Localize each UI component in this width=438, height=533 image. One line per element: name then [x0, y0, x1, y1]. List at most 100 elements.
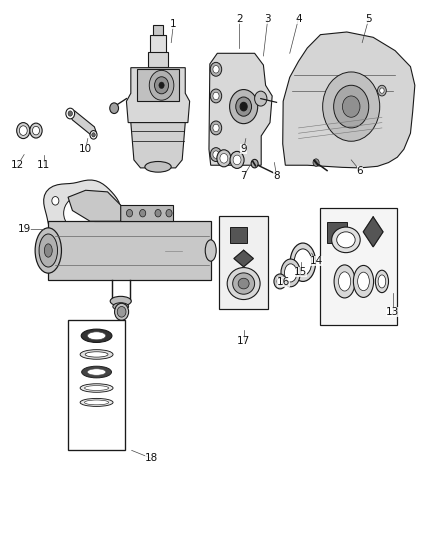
Circle shape — [19, 126, 27, 135]
Ellipse shape — [44, 244, 52, 257]
Circle shape — [90, 131, 97, 139]
Ellipse shape — [336, 232, 354, 248]
Circle shape — [312, 159, 318, 166]
Ellipse shape — [110, 296, 131, 306]
Circle shape — [155, 209, 161, 217]
Text: 8: 8 — [272, 171, 279, 181]
Circle shape — [251, 159, 258, 168]
Ellipse shape — [80, 399, 113, 406]
Polygon shape — [208, 53, 272, 165]
Ellipse shape — [227, 268, 259, 300]
Text: 16: 16 — [276, 278, 289, 287]
Circle shape — [379, 88, 383, 93]
Ellipse shape — [331, 227, 359, 253]
Circle shape — [111, 209, 117, 217]
Bar — [48, 221, 210, 280]
Polygon shape — [44, 180, 120, 251]
Circle shape — [254, 91, 266, 106]
Circle shape — [102, 195, 109, 203]
Ellipse shape — [64, 196, 99, 230]
Circle shape — [216, 150, 230, 167]
Circle shape — [240, 102, 247, 111]
Ellipse shape — [205, 240, 216, 261]
Circle shape — [149, 70, 173, 100]
Circle shape — [92, 133, 95, 137]
Ellipse shape — [35, 228, 61, 273]
Text: 17: 17 — [237, 336, 250, 346]
Ellipse shape — [80, 350, 113, 359]
Ellipse shape — [237, 278, 249, 289]
Ellipse shape — [232, 273, 254, 294]
Ellipse shape — [113, 303, 128, 310]
Ellipse shape — [145, 161, 171, 172]
Circle shape — [17, 123, 30, 139]
Bar — [137, 69, 179, 101]
Ellipse shape — [87, 332, 106, 340]
Polygon shape — [94, 205, 173, 221]
Text: 10: 10 — [79, 144, 92, 154]
Circle shape — [52, 197, 59, 205]
Text: 9: 9 — [240, 144, 247, 154]
Circle shape — [276, 278, 283, 285]
Circle shape — [32, 126, 39, 135]
Ellipse shape — [374, 270, 388, 293]
Ellipse shape — [84, 386, 108, 390]
Text: 4: 4 — [294, 14, 301, 23]
Circle shape — [212, 66, 219, 73]
Bar — [219, 216, 267, 309]
Circle shape — [212, 92, 219, 100]
Ellipse shape — [290, 243, 315, 281]
Ellipse shape — [85, 352, 108, 357]
Ellipse shape — [87, 369, 106, 375]
Text: 1: 1 — [170, 19, 177, 29]
Circle shape — [377, 85, 385, 96]
Circle shape — [219, 154, 227, 163]
Bar — [320, 208, 396, 325]
Circle shape — [210, 148, 221, 161]
Text: 11: 11 — [37, 160, 50, 170]
Ellipse shape — [280, 259, 300, 287]
Text: 14: 14 — [309, 256, 322, 266]
Text: 18: 18 — [145, 454, 158, 463]
Circle shape — [114, 303, 128, 320]
Circle shape — [212, 124, 219, 132]
Circle shape — [66, 108, 74, 119]
Circle shape — [235, 97, 251, 116]
Polygon shape — [126, 68, 189, 123]
Text: 13: 13 — [385, 307, 399, 317]
Circle shape — [30, 123, 42, 138]
Text: 2: 2 — [235, 14, 242, 23]
Circle shape — [166, 209, 172, 217]
Circle shape — [154, 77, 168, 94]
Text: 6: 6 — [356, 166, 363, 175]
Circle shape — [229, 90, 257, 124]
Text: 15: 15 — [293, 267, 307, 277]
Text: 3: 3 — [264, 14, 271, 23]
Circle shape — [98, 209, 104, 217]
Ellipse shape — [338, 272, 350, 291]
Polygon shape — [131, 123, 185, 168]
Circle shape — [212, 151, 219, 158]
Polygon shape — [68, 111, 96, 136]
Text: 12: 12 — [11, 160, 24, 170]
Ellipse shape — [284, 264, 296, 282]
Text: 19: 19 — [18, 224, 31, 234]
Circle shape — [126, 209, 132, 217]
Ellipse shape — [333, 265, 354, 298]
Circle shape — [73, 238, 80, 246]
Ellipse shape — [293, 249, 311, 276]
Text: 7: 7 — [240, 171, 247, 181]
Circle shape — [230, 151, 244, 168]
Bar — [230, 227, 247, 243]
Bar — [150, 35, 166, 53]
Bar — [68, 320, 125, 450]
Polygon shape — [282, 32, 414, 168]
Ellipse shape — [342, 96, 359, 117]
Ellipse shape — [39, 234, 57, 267]
Ellipse shape — [357, 272, 368, 290]
Ellipse shape — [84, 400, 108, 405]
Circle shape — [210, 121, 221, 135]
Circle shape — [210, 62, 221, 76]
Text: 5: 5 — [364, 14, 371, 23]
Polygon shape — [68, 190, 120, 221]
